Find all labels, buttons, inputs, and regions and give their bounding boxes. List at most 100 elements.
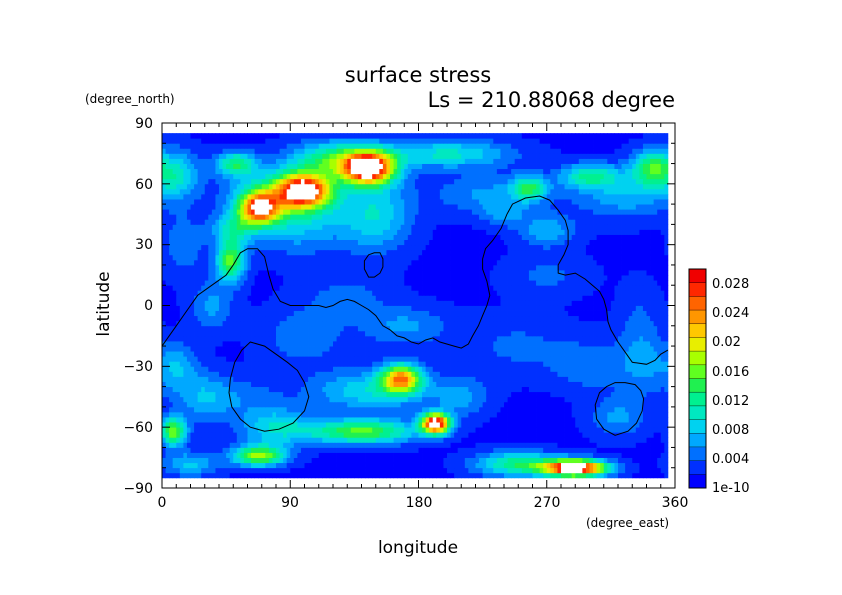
heatmap-cell [293,315,298,322]
heatmap-cell [457,417,462,423]
heatmap-cell [407,386,412,393]
heatmap-cell [382,351,387,357]
heatmap-cell [600,346,605,352]
heatmap-cell [172,351,177,357]
heatmap-cell [578,366,583,372]
heatmap-cell [162,462,166,469]
heatmap-cell [350,457,355,464]
heatmap-cell [543,396,548,403]
heatmap-cell [304,457,309,464]
heatmap-cell [639,315,644,322]
heatmap-cell [568,472,573,479]
heatmap-cell [625,406,630,413]
heatmap-cell [233,411,238,418]
heatmap-cell [493,422,498,428]
heatmap-cell [461,452,466,458]
heatmap-cell [240,386,245,393]
heatmap-cell [379,335,384,342]
heatmap-cell [550,335,555,342]
heatmap-cell [272,417,277,423]
heatmap-cell [204,300,209,306]
heatmap-cell [325,452,330,458]
heatmap-cell [400,437,405,443]
heatmap-cell [304,437,309,443]
heatmap-cell [482,305,487,311]
heatmap-cell [543,371,548,377]
heatmap-cell [496,356,501,362]
heatmap-cell [226,371,231,377]
heatmap-cell [386,371,391,377]
heatmap-cell [600,340,605,347]
heatmap-cell [593,467,598,474]
heatmap-cell [539,376,544,382]
heatmap-cell [186,432,191,438]
heatmap-cell [333,386,337,393]
heatmap-cell [176,310,181,317]
heatmap-cell [333,376,337,382]
heatmap-cell [589,376,594,382]
heatmap-cell [660,422,665,428]
heatmap-cell [550,462,555,469]
heatmap-cell [514,427,519,433]
heatmap-cell [489,320,494,327]
heatmap-cell [642,462,647,469]
heatmap-cell [186,330,191,337]
heatmap-cell [386,351,391,357]
heatmap-cell [219,406,223,413]
heatmap-cell [215,427,220,433]
heatmap-cell [201,406,206,413]
heatmap-cell [322,330,327,337]
heatmap-cell [578,386,583,393]
heatmap-cell [333,467,337,474]
heatmap-cell [479,432,484,438]
heatmap-cell [357,472,362,479]
heatmap-cell [208,356,213,362]
heatmap-cell [375,427,380,433]
heatmap-cell [553,310,558,317]
heatmap-cell [450,335,455,342]
heatmap-cell [447,346,451,352]
heatmap-cell [425,427,430,433]
heatmap-cell [564,452,569,458]
heatmap-cell [258,310,263,317]
heatmap-cell [347,391,352,398]
heatmap-cell [304,325,309,332]
heatmap-cell [561,411,565,418]
heatmap-cell [593,310,598,317]
heatmap-cell [411,417,416,423]
heatmap-cell [397,467,402,474]
heatmap-cell [528,472,533,479]
heatmap-cell [443,346,448,352]
heatmap-cell [618,447,622,453]
heatmap-cell [197,401,202,408]
heatmap-cell [464,457,469,464]
heatmap-cell [450,305,455,311]
heatmap-cell [279,406,284,413]
heatmap-cell [329,386,334,393]
heatmap-cell [657,427,662,433]
heatmap-cell [169,351,174,357]
heatmap-cell [628,396,633,403]
heatmap-cell [190,366,195,372]
heatmap-cell [386,457,391,464]
heatmap-cell [532,340,537,347]
heatmap-cell [297,346,302,352]
heatmap-cell [585,467,590,474]
heatmap-cell [194,406,199,413]
heatmap-cell [557,310,562,317]
heatmap-cell [496,361,501,367]
heatmap-cell [375,442,380,448]
heatmap-cell [482,361,487,367]
heatmap-cell [372,315,377,322]
heatmap-cell [650,320,655,327]
heatmap-cell [347,401,352,408]
heatmap-cell [247,401,252,408]
heatmap-cell [236,386,241,393]
heatmap-cell [215,361,220,367]
heatmap-cell [568,366,573,372]
heatmap-cell [375,330,380,337]
heatmap-cell [279,381,284,388]
heatmap-cell [407,417,412,423]
heatmap-cell [183,356,188,362]
heatmap-cell [379,305,384,311]
